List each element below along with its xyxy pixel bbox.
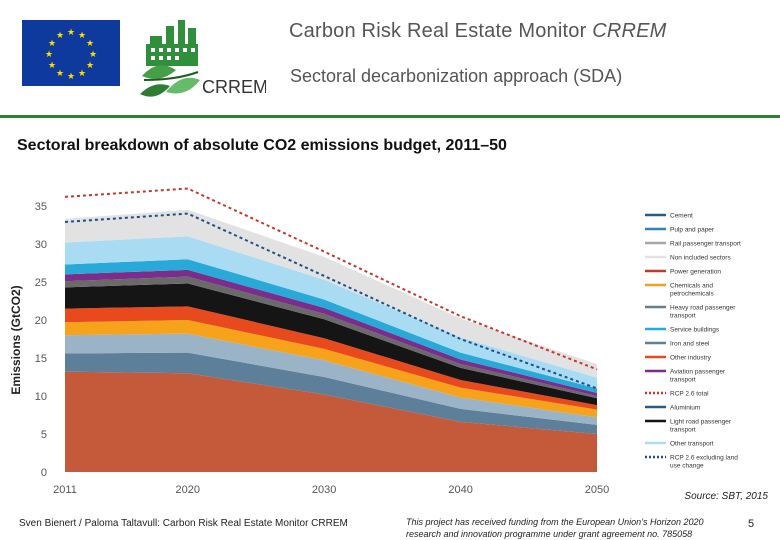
legend-label: Power generation — [670, 269, 721, 276]
legend-item: RCP 2.6 excluding land use change — [645, 455, 738, 470]
crrem-logo: CRREM — [136, 14, 268, 104]
legend-label: Aviation passenger transport — [670, 369, 726, 384]
footer-funding-note: This project has received funding from t… — [406, 517, 704, 539]
x-tick-label: 2040 — [448, 484, 472, 495]
source-note: Source: SBT, 2015 — [684, 491, 768, 502]
area-series-3 — [65, 320, 597, 418]
legend-item: Chemicals and petrochemicals — [645, 283, 714, 298]
eu-stars-icon: ★ ★★ ★★★ ★★★ ★★★ — [45, 28, 97, 82]
svg-text:★: ★ — [48, 61, 56, 71]
footer-author: Sven Bienert / Paloma Taltavull: Carbon … — [19, 518, 348, 529]
header-title-crrem: CRREM — [592, 20, 667, 42]
slide-header: ★ ★ ★ ★ ★ ★ ★ ★ ★ ★ ★ ★ — [0, 0, 780, 118]
page-number: 5 — [748, 518, 755, 530]
legend-label: RCP 2.6 excluding land use change — [670, 455, 738, 470]
svg-text:★: ★ — [78, 31, 86, 41]
legend-label: Service buildings — [670, 327, 720, 334]
legend-item: Aluminium — [645, 405, 700, 412]
header-subtitle: Sectoral decarbonization approach (SDA) — [290, 66, 623, 86]
legend-item: Non included sectors — [645, 255, 731, 262]
y-tick-label: 15 — [35, 353, 47, 365]
legend-label: Chemicals and petrochemicals — [670, 283, 714, 298]
svg-text:★: ★ — [48, 39, 56, 49]
leaf-icon — [140, 65, 200, 97]
area-series-1 — [65, 352, 597, 434]
svg-text:★: ★ — [86, 39, 94, 49]
eu-flag-logo: ★ ★ ★ ★ ★ ★ ★ ★ ★ ★ ★ ★ — [22, 20, 120, 86]
legend-item: Iron and steel — [645, 341, 710, 348]
y-tick-label: 5 — [41, 429, 47, 441]
y-tick-label: 20 — [35, 315, 47, 327]
area-series-0 — [65, 371, 597, 472]
legend-label: Iron and steel — [670, 341, 710, 348]
area-series-7 — [65, 269, 597, 396]
factory-icon — [146, 20, 198, 66]
legend-label: Cement — [670, 213, 693, 220]
emissions-area-chart: 0 5 10 15 20 25 30 35 2011 2020 2030 2040 2050 Emis… — [9, 187, 741, 495]
svg-text:★: ★ — [89, 50, 97, 60]
area-series-9 — [65, 236, 597, 389]
area-series-4 — [65, 306, 597, 410]
svg-text:★: ★ — [78, 69, 86, 79]
svg-text:★: ★ — [56, 31, 64, 41]
legend-item: Service buildings — [645, 327, 720, 334]
svg-text:★: ★ — [67, 72, 75, 82]
y-tick-label: 25 — [35, 277, 47, 289]
svg-text:★: ★ — [67, 28, 75, 38]
y-axis-ticks: 0 5 10 15 20 25 30 35 — [35, 201, 47, 479]
slide-title: Sectoral breakdown of absolute CO2 emiss… — [17, 137, 507, 154]
legend-label: Light road passenger transport — [670, 419, 732, 434]
legend-label: Other transport — [670, 441, 714, 448]
legend-item: Cement — [645, 213, 693, 220]
legend-item: Heavy road passenger transport — [645, 305, 736, 320]
legend-item: Pulp and paper — [645, 227, 715, 234]
area-series-5 — [65, 283, 597, 406]
legend-label: Pulp and paper — [670, 227, 715, 234]
y-tick-label: 30 — [35, 239, 47, 251]
legend-label: Non included sectors — [670, 255, 731, 262]
x-tick-label: 2011 — [53, 484, 77, 495]
y-tick-label: 35 — [35, 201, 47, 213]
x-axis-ticks: 2011 2020 2030 2040 2050 — [53, 484, 609, 495]
legend-item: Rail passenger transport — [645, 241, 741, 248]
header-title-main: Carbon Risk Real Estate Monitor — [289, 20, 593, 42]
y-axis-label: Emissions (GtCO2) — [9, 285, 23, 394]
header-title: Carbon Risk Real Estate Monitor CRREM — [289, 20, 667, 43]
svg-text:★: ★ — [45, 50, 53, 60]
area-series-10 — [65, 209, 597, 378]
area-series-8 — [65, 259, 597, 393]
legend-label: RCP 2.6 total — [670, 391, 709, 398]
legend-item: Light road passenger transport — [645, 419, 732, 434]
header-divider — [0, 115, 780, 118]
legend-label: Other industry — [670, 355, 712, 362]
legend-item: Power generation — [645, 269, 721, 276]
x-tick-label: 2050 — [585, 484, 609, 495]
x-tick-label: 2030 — [312, 484, 336, 495]
y-tick-label: 10 — [35, 391, 47, 403]
area-series-2 — [65, 333, 597, 425]
chart-legend: Cement Pulp and paper Rail passenger trans… — [645, 213, 741, 470]
legend-label: Rail passenger transport — [670, 241, 741, 248]
chart-areas — [65, 209, 597, 472]
y-tick-label: 0 — [41, 467, 47, 479]
area-series-6 — [65, 276, 597, 399]
legend-item: RCP 2.6 total — [645, 391, 709, 398]
legend-item: Other industry — [645, 355, 712, 362]
legend-label: Heavy road passenger transport — [670, 305, 736, 320]
legend-label: Aluminium — [670, 405, 700, 412]
svg-text:★: ★ — [56, 69, 64, 79]
legend-item: Other transport — [645, 441, 714, 448]
svg-text:★: ★ — [86, 61, 94, 71]
x-tick-label: 2020 — [176, 484, 200, 495]
legend-item: Aviation passenger transport — [645, 369, 726, 384]
logo-text: CRREM — [202, 77, 266, 97]
